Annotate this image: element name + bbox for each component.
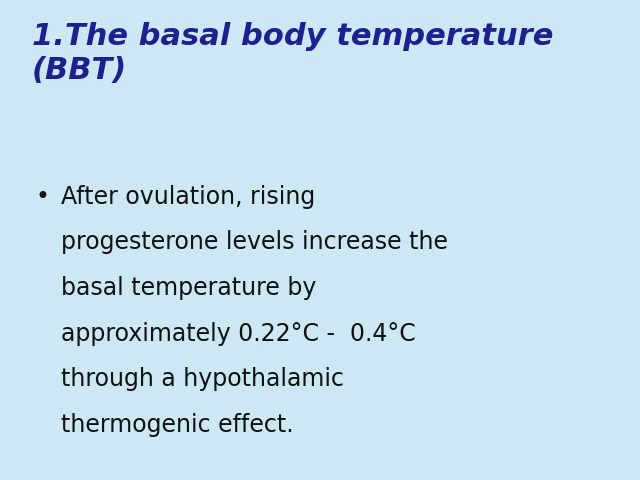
Text: 1.The basal body temperature
(BBT): 1.The basal body temperature (BBT) xyxy=(32,22,554,85)
Text: basal temperature by: basal temperature by xyxy=(61,276,316,300)
Text: thermogenic effect.: thermogenic effect. xyxy=(61,413,293,437)
Text: •: • xyxy=(35,185,49,209)
Text: After ovulation, rising: After ovulation, rising xyxy=(61,185,315,209)
Text: progesterone levels increase the: progesterone levels increase the xyxy=(61,230,448,254)
Text: approximately 0.22°C -  0.4°C: approximately 0.22°C - 0.4°C xyxy=(61,322,415,346)
Text: through a hypothalamic: through a hypothalamic xyxy=(61,367,344,391)
